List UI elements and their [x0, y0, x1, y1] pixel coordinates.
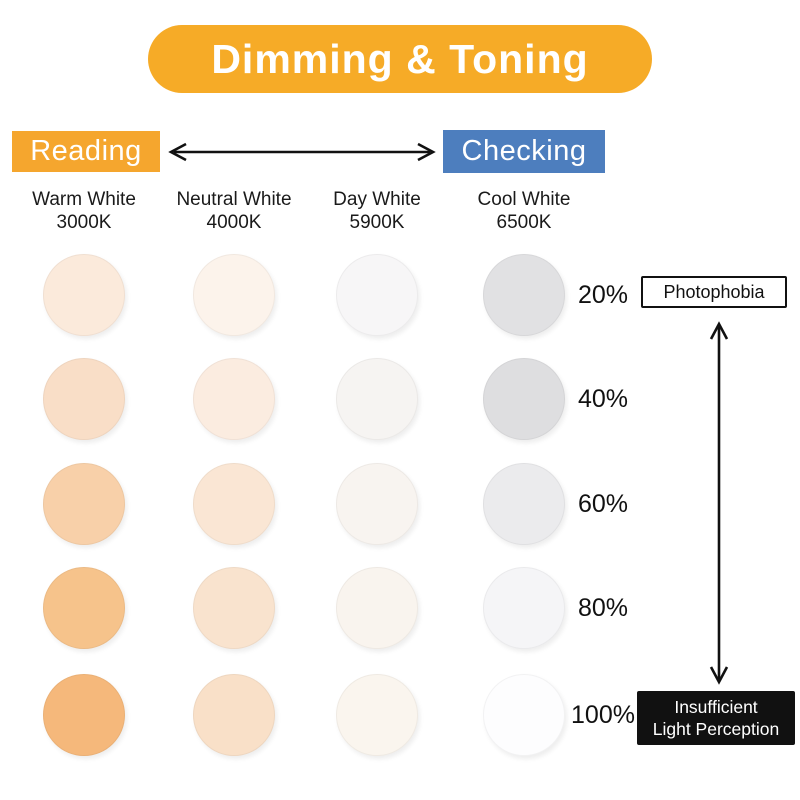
- swatch-circle: [193, 358, 275, 440]
- column-header: Neutral White 4000K: [154, 188, 314, 234]
- column-name: Cool White: [477, 189, 571, 210]
- swatch-circle: [336, 567, 418, 649]
- column-name: Warm White: [32, 189, 136, 210]
- swatch-circle: [336, 254, 418, 336]
- vertical-double-arrow-icon: [709, 321, 729, 685]
- column-header: Cool White 6500K: [444, 188, 604, 234]
- column-kelvin: 5900K: [349, 212, 405, 233]
- reading-label: Reading: [30, 135, 142, 167]
- swatch-circle: [193, 463, 275, 545]
- swatch-circle: [43, 567, 125, 649]
- swatch-circle: [336, 463, 418, 545]
- title-pill: Dimming & Toning: [148, 25, 652, 93]
- percent-label: 60%: [577, 490, 629, 518]
- reading-label-box: Reading: [12, 131, 160, 172]
- swatch-circle: [483, 358, 565, 440]
- swatch-circle: [483, 463, 565, 545]
- column-kelvin: 3000K: [56, 212, 112, 233]
- column-name: Day White: [333, 189, 421, 210]
- swatch-circle: [193, 674, 275, 756]
- horizontal-double-arrow-icon: [168, 142, 436, 162]
- insufficient-label-line2: Light Perception: [652, 719, 780, 739]
- checking-label: Checking: [461, 135, 587, 167]
- swatch-circle: [43, 358, 125, 440]
- photophobia-box: Photophobia: [641, 276, 787, 308]
- column-header: Warm White 3000K: [4, 188, 164, 234]
- column-name: Neutral White: [176, 189, 292, 210]
- swatch-circle: [43, 254, 125, 336]
- swatch-circle: [483, 567, 565, 649]
- percent-label: 20%: [577, 281, 629, 309]
- swatch-circle: [43, 674, 125, 756]
- insufficient-light-box: Insufficient Light Perception: [637, 691, 795, 745]
- swatch-circle: [193, 567, 275, 649]
- page-title: Dimming & Toning: [211, 35, 589, 82]
- percent-label: 80%: [577, 594, 629, 622]
- column-kelvin: 4000K: [206, 212, 262, 233]
- checking-label-box: Checking: [443, 130, 605, 173]
- percent-label: 40%: [577, 385, 629, 413]
- column-header: Day White 5900K: [297, 188, 457, 234]
- swatch-circle: [483, 254, 565, 336]
- swatch-circle: [336, 674, 418, 756]
- swatch-circle: [193, 254, 275, 336]
- column-kelvin: 6500K: [496, 212, 552, 233]
- swatch-circle: [43, 463, 125, 545]
- swatch-circle: [483, 674, 565, 756]
- photophobia-label: Photophobia: [663, 281, 765, 302]
- swatch-circle: [336, 358, 418, 440]
- insufficient-label-line1: Insufficient: [674, 697, 758, 717]
- percent-label: 100%: [571, 701, 635, 729]
